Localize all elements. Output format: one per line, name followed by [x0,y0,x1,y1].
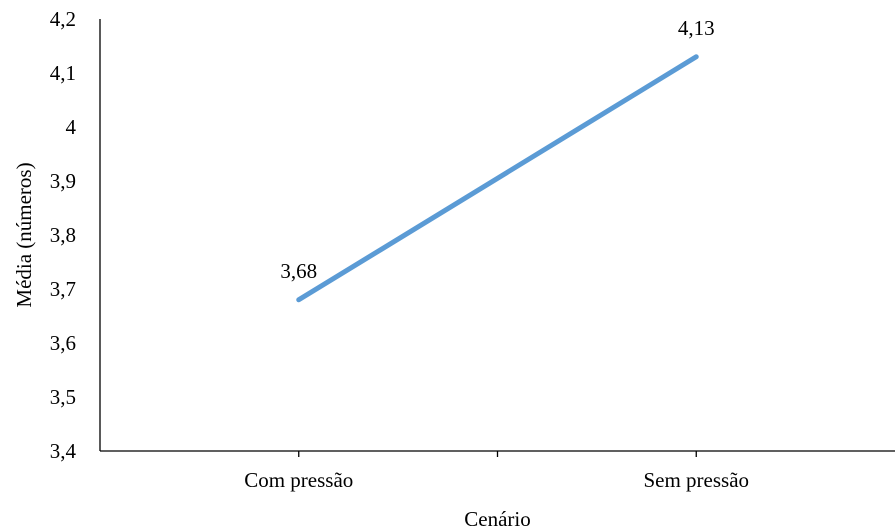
y-tick-label: 3,5 [50,385,76,409]
y-axis-ticks: 3,4 3,5 3,6 3,7 3,8 3,9 4 4,1 4,2 [50,7,77,463]
y-tick-label: 3,9 [50,169,76,193]
y-tick-label: 3,7 [50,277,76,301]
series-line [296,54,699,303]
data-label: 4,13 [678,16,715,40]
data-labels: 3,68 4,13 [280,16,714,283]
x-axis-title: Cenário [464,507,530,531]
x-tick-label: Sem pressão [643,468,749,492]
y-tick-label: 4,1 [50,61,76,85]
series-group [296,54,699,303]
y-tick-label: 4 [66,115,77,139]
x-tick-label: Com pressão [244,468,353,492]
data-label: 3,68 [280,259,317,283]
y-tick-label: 3,8 [50,223,76,247]
y-tick-label: 3,4 [50,439,77,463]
y-tick-label: 4,2 [50,7,76,31]
y-axis-title: Média (números) [12,162,36,307]
x-axis-ticks: Com pressão Sem pressão [244,451,749,492]
y-tick-label: 3,6 [50,331,76,355]
